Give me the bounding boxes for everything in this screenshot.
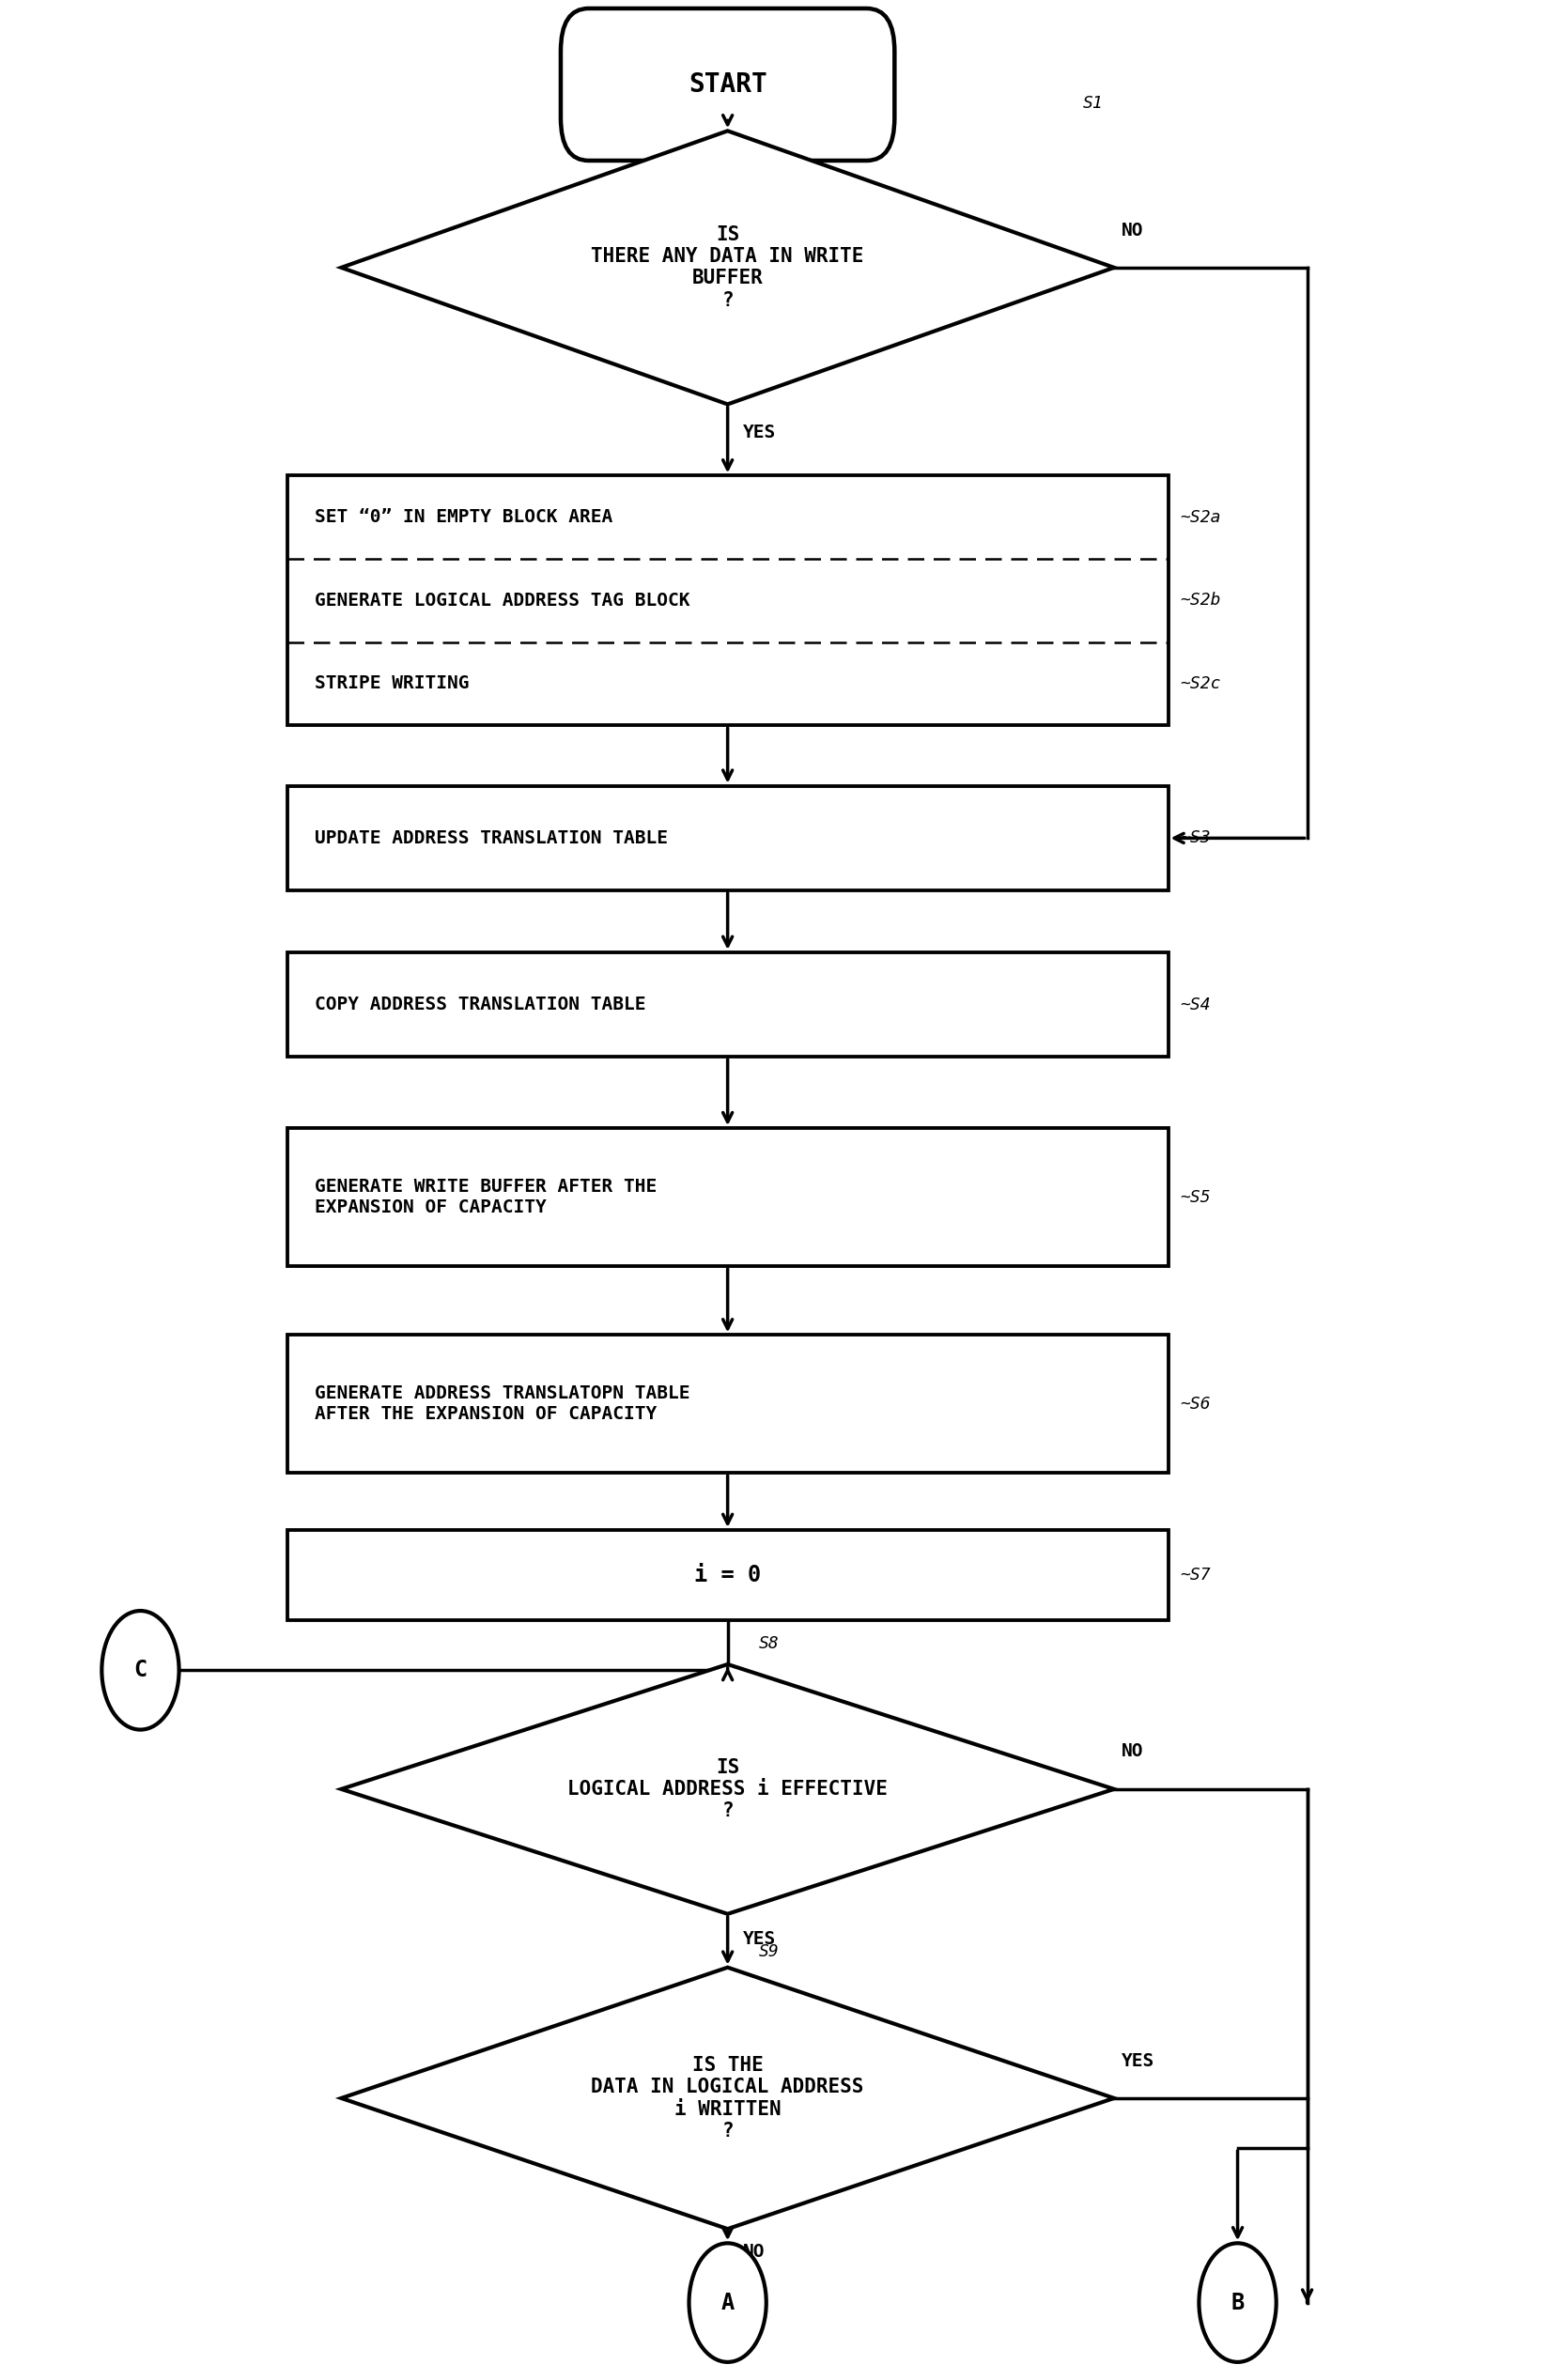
Bar	[288, 952, 1169, 1057]
Circle shape	[102, 1611, 180, 1730]
Text: YES: YES	[743, 424, 776, 440]
Bar	[288, 1128, 1169, 1266]
Bar	[288, 1530, 1169, 1621]
Text: S1: S1	[1084, 95, 1104, 112]
Text: S8: S8	[759, 1635, 779, 1652]
Text: ~S6: ~S6	[1181, 1395, 1211, 1411]
Text: SET “0” IN EMPTY BLOCK AREA: SET “0” IN EMPTY BLOCK AREA	[316, 509, 613, 526]
Text: NO: NO	[1122, 1742, 1144, 1761]
Polygon shape	[341, 131, 1115, 405]
Text: ~S7: ~S7	[1181, 1566, 1211, 1583]
Text: ~S2b: ~S2b	[1181, 593, 1221, 609]
Text: STRIPE WRITING: STRIPE WRITING	[316, 674, 469, 693]
Text: ~S4: ~S4	[1181, 997, 1211, 1014]
Text: GENERATE ADDRESS TRANSLATOPN TABLE
AFTER THE EXPANSION OF CAPACITY: GENERATE ADDRESS TRANSLATOPN TABLE AFTER…	[316, 1385, 690, 1423]
Text: ~S2c: ~S2c	[1181, 676, 1221, 693]
Text: YES: YES	[1122, 2052, 1155, 2071]
Text: B: B	[1231, 2292, 1245, 2313]
Text: ~S3: ~S3	[1181, 831, 1211, 847]
Text: NO: NO	[743, 2244, 765, 2261]
Circle shape	[1200, 2244, 1276, 2361]
Text: GENERATE LOGICAL ADDRESS TAG BLOCK: GENERATE LOGICAL ADDRESS TAG BLOCK	[316, 593, 690, 609]
Bar	[288, 476, 1169, 726]
FancyBboxPatch shape	[560, 10, 895, 159]
Text: YES: YES	[743, 1930, 776, 1949]
Text: ~S5: ~S5	[1181, 1188, 1211, 1207]
Text: A: A	[721, 2292, 734, 2313]
Bar	[288, 1335, 1169, 1473]
Text: GENERATE WRITE BUFFER AFTER THE
EXPANSION OF CAPACITY: GENERATE WRITE BUFFER AFTER THE EXPANSIO…	[316, 1178, 658, 1216]
Text: C: C	[133, 1659, 147, 1683]
Text: IS
THERE ANY DATA IN WRITE
BUFFER
?: IS THERE ANY DATA IN WRITE BUFFER ?	[591, 226, 864, 309]
Circle shape	[689, 2244, 766, 2361]
Text: S9: S9	[759, 1944, 779, 1961]
Polygon shape	[341, 1664, 1115, 1914]
Text: NO: NO	[1122, 221, 1144, 238]
Text: START: START	[689, 71, 766, 98]
Text: UPDATE ADDRESS TRANSLATION TABLE: UPDATE ADDRESS TRANSLATION TABLE	[316, 828, 669, 847]
Polygon shape	[341, 1968, 1115, 2230]
Bar	[288, 785, 1169, 890]
Text: ~S2a: ~S2a	[1181, 509, 1221, 526]
Text: COPY ADDRESS TRANSLATION TABLE: COPY ADDRESS TRANSLATION TABLE	[316, 995, 646, 1014]
Text: IS THE
DATA IN LOGICAL ADDRESS
i WRITTEN
?: IS THE DATA IN LOGICAL ADDRESS i WRITTEN…	[591, 2056, 864, 2140]
Text: i = 0: i = 0	[694, 1564, 762, 1587]
Text: IS
LOGICAL ADDRESS i EFFECTIVE
?: IS LOGICAL ADDRESS i EFFECTIVE ?	[568, 1759, 887, 1821]
